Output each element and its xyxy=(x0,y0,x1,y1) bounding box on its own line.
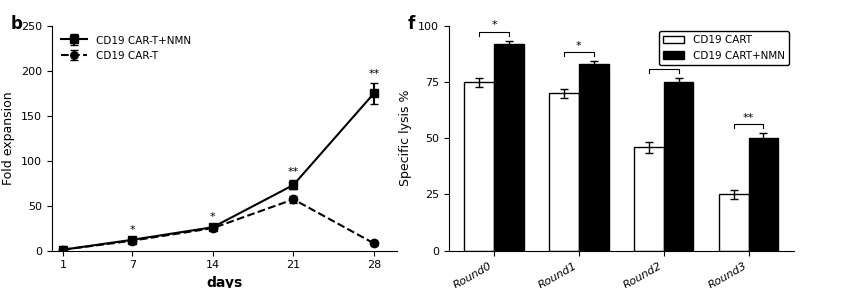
Text: *: * xyxy=(129,225,135,235)
X-axis label: days: days xyxy=(206,276,243,288)
Text: *: * xyxy=(576,41,582,51)
Text: *: * xyxy=(210,212,216,222)
Bar xyxy=(494,44,524,251)
Y-axis label: Fold expansion: Fold expansion xyxy=(3,91,16,185)
Bar xyxy=(549,93,579,251)
Bar xyxy=(634,147,664,251)
Text: *: * xyxy=(491,20,497,31)
Bar xyxy=(464,82,494,251)
Text: **: ** xyxy=(369,69,380,79)
Bar xyxy=(748,138,778,251)
Bar xyxy=(664,82,694,251)
Text: f: f xyxy=(407,15,414,33)
Text: **: ** xyxy=(743,113,754,122)
Legend: CD19 CART, CD19 CART+NMN: CD19 CART, CD19 CART+NMN xyxy=(659,31,789,65)
Text: **: ** xyxy=(287,167,299,177)
Y-axis label: Specific lysis %: Specific lysis % xyxy=(400,90,413,187)
Legend: CD19 CAR-T+NMN, CD19 CAR-T: CD19 CAR-T+NMN, CD19 CAR-T xyxy=(57,31,195,65)
Text: b: b xyxy=(10,15,22,33)
Text: *: * xyxy=(661,58,666,67)
Bar xyxy=(579,64,608,251)
Bar xyxy=(719,194,748,251)
